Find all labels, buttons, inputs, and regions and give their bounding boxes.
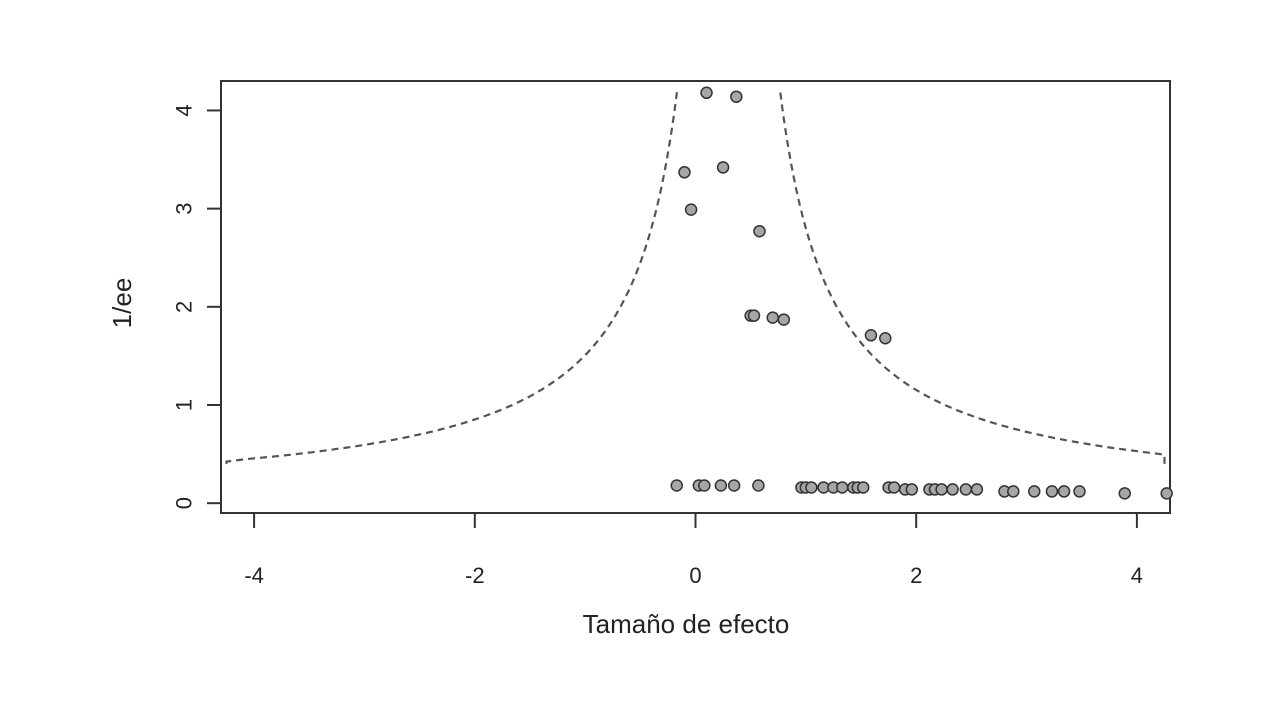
x-tick-label: 2: [910, 563, 922, 588]
data-point: [716, 161, 730, 174]
y-tick-label: 4: [172, 104, 197, 116]
data-point: [905, 483, 919, 496]
y-axis: 0 1 2 3 4: [172, 104, 222, 509]
y-tick-label: 0: [172, 497, 197, 509]
x-tick-label: 0: [689, 563, 701, 588]
data-point: [856, 481, 870, 494]
data-point: [959, 483, 973, 496]
data-point: [766, 311, 779, 324]
data-point: [698, 479, 711, 492]
data-point: [879, 331, 892, 345]
data-points: [670, 86, 1173, 500]
data-point: [1118, 487, 1132, 500]
data-point: [670, 479, 683, 492]
funnel-lines: [225, 90, 1166, 464]
data-point: [752, 479, 765, 492]
y-tick-label: 3: [172, 203, 197, 215]
y-axis-title: 1/ee: [107, 278, 137, 329]
data-point: [864, 329, 878, 342]
data-point: [1073, 485, 1086, 498]
data-point: [730, 90, 743, 103]
data-point: [700, 86, 713, 100]
data-point: [805, 481, 818, 494]
x-axis: -4 -2 0 2 4: [244, 512, 1143, 588]
x-tick-label: 4: [1131, 563, 1143, 588]
x-axis-title: Tamaño de efecto: [583, 609, 790, 639]
y-tick-label: 2: [172, 301, 197, 313]
data-point: [678, 166, 691, 179]
data-point: [836, 481, 849, 494]
data-point: [970, 483, 984, 496]
data-point: [753, 224, 766, 238]
y-tick-label: 1: [172, 399, 197, 411]
x-tick-label: -4: [244, 563, 264, 588]
data-point: [777, 313, 791, 326]
data-point: [1028, 485, 1041, 498]
data-point: [887, 481, 901, 494]
data-point: [1160, 487, 1173, 500]
x-tick-label: -2: [465, 563, 485, 588]
data-point: [684, 203, 698, 216]
data-point: [747, 309, 761, 322]
data-point: [1057, 485, 1071, 498]
data-point: [727, 479, 741, 492]
funnel-line-left: [225, 90, 679, 464]
plot-frame: [220, 80, 1171, 514]
data-point: [1007, 485, 1020, 498]
data-point: [714, 479, 728, 492]
data-point: [935, 483, 948, 496]
data-point: [1045, 485, 1059, 498]
data-point: [946, 483, 959, 496]
funnel-line-right: [779, 90, 1166, 464]
